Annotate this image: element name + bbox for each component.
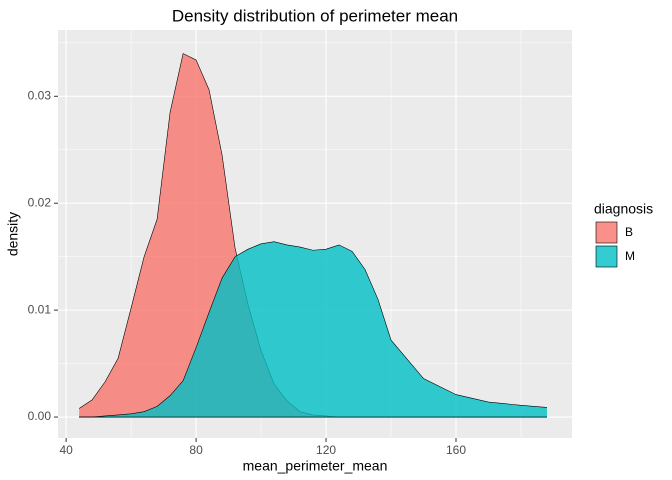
legend-title: diagnosis xyxy=(594,201,653,217)
x-tick-label: 80 xyxy=(189,443,203,457)
y-axis-label: density xyxy=(5,212,21,256)
x-tick-label: 160 xyxy=(446,443,466,457)
chart-title: Density distribution of perimeter mean xyxy=(172,6,458,25)
x-tick-label: 40 xyxy=(59,443,73,457)
legend-key xyxy=(595,221,618,244)
x-axis-label: mean_perimeter_mean xyxy=(243,458,388,474)
y-tick-label: 0.00 xyxy=(28,409,52,423)
legend-key xyxy=(595,245,618,268)
x-tick-label: 120 xyxy=(316,443,336,457)
legend-label: M xyxy=(625,249,635,263)
density-fill xyxy=(79,53,547,418)
density-fill xyxy=(79,241,547,418)
y-tick-label: 0.03 xyxy=(28,88,52,102)
legend-label: B xyxy=(625,225,633,239)
y-tick-label: 0.01 xyxy=(28,302,52,316)
y-tick-label: 0.02 xyxy=(28,195,52,209)
density-line xyxy=(79,241,548,418)
